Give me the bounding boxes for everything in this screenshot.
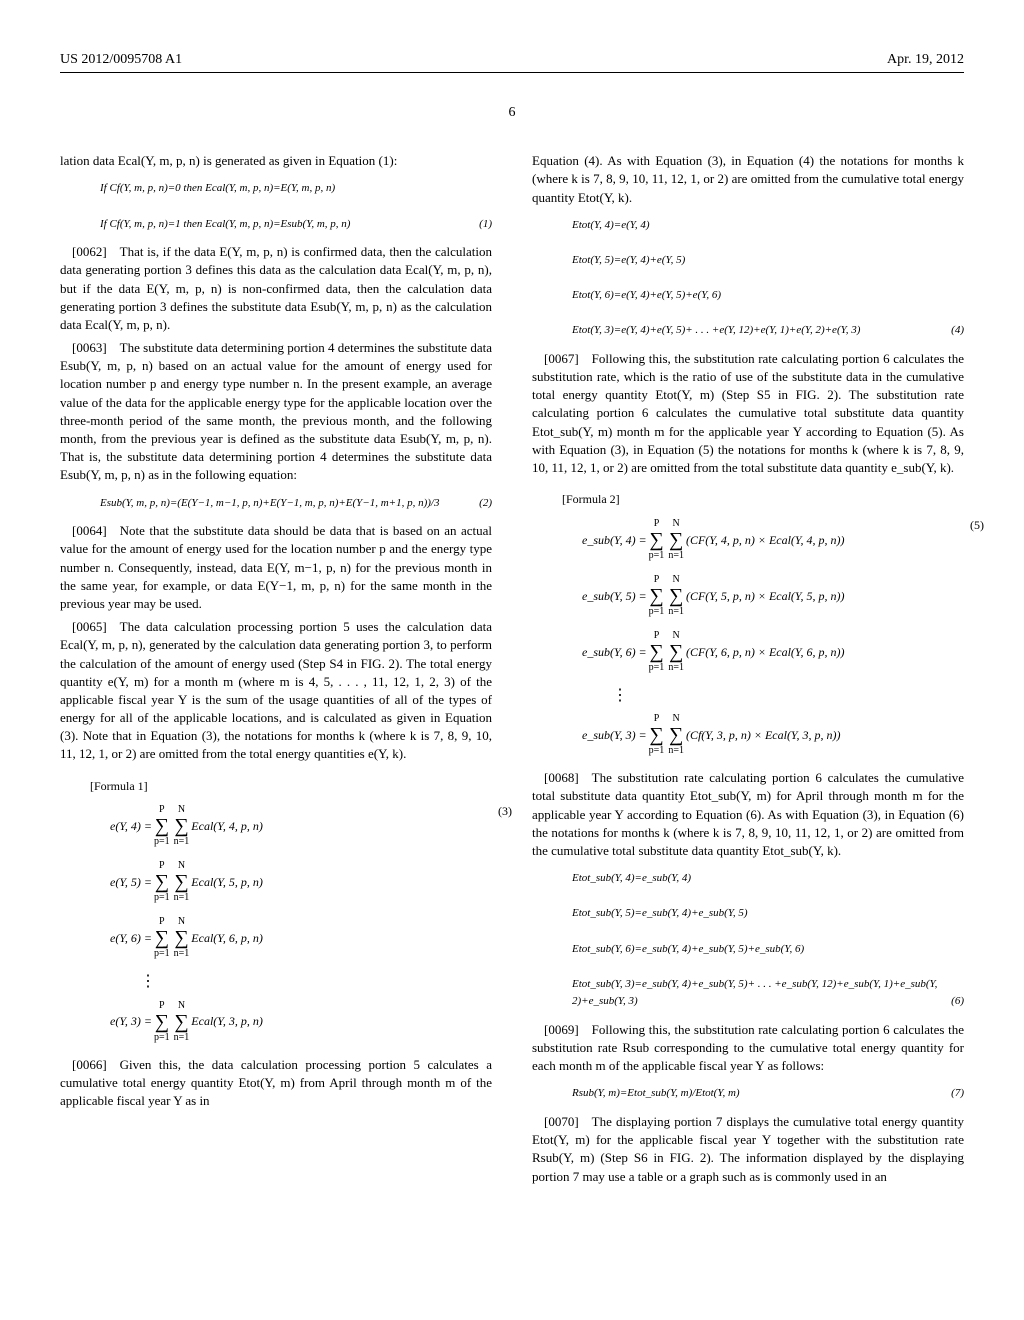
- math-block: e(Y, 4) = P∑p=1 N∑n=1 Ecal(Y, 4, p, n) (…: [110, 804, 492, 1043]
- paragraph: [0066] Given this, the data calculation …: [60, 1056, 492, 1111]
- equation-text: If Cf(Y, m, p, n)=0 then Ecal(Y, m, p, n…: [100, 180, 492, 198]
- page-number: 6: [60, 103, 964, 123]
- math-row: e(Y, 6) = P∑p=1 N∑n=1 Ecal(Y, 6, p, n): [110, 916, 492, 960]
- sigma-icon: N∑n=1: [174, 1000, 190, 1044]
- paragraph: [0068] The substitution rate calculating…: [532, 769, 964, 860]
- equation-text: If Cf(Y, m, p, n)=1 then Ecal(Y, m, p, n…: [100, 216, 492, 234]
- equation-block: Esub(Y, m, p, n)=(E(Y−1, m−1, p, n)+E(Y−…: [100, 495, 492, 513]
- equation-number: (6): [951, 993, 964, 1011]
- math-row: e_sub(Y, 6) = P∑p=1 N∑n=1 (CF(Y, 6, p, n…: [582, 630, 964, 674]
- formula-label: [Formula 2]: [562, 491, 964, 508]
- paragraph: [0070] The displaying portion 7 displays…: [532, 1113, 964, 1186]
- sigma-icon: N∑n=1: [668, 518, 684, 562]
- equation-text: Etot(Y, 3)=e(Y, 4)+e(Y, 5)+ . . . +e(Y, …: [572, 322, 964, 340]
- sigma-icon: P∑p=1: [154, 916, 170, 960]
- equation-text: Rsub(Y, m)=Etot_sub(Y, m)/Etot(Y, m): [572, 1087, 740, 1099]
- sigma-icon: N∑n=1: [668, 713, 684, 757]
- sigma-icon: P∑p=1: [154, 1000, 170, 1044]
- math-row: e(Y, 3) = P∑p=1 N∑n=1 Ecal(Y, 3, p, n): [110, 1000, 492, 1044]
- equation-number: (1): [479, 216, 492, 234]
- equation-text: Etot(Y, 5)=e(Y, 4)+e(Y, 5): [572, 252, 964, 270]
- equation-text: Esub(Y, m, p, n)=(E(Y−1, m−1, p, n)+E(Y−…: [100, 497, 439, 509]
- paragraph: lation data Ecal(Y, m, p, n) is generate…: [60, 152, 492, 170]
- equation-number: (3): [498, 804, 512, 818]
- patent-id: US 2012/0095708 A1: [60, 50, 182, 70]
- vdots-icon: ⋮: [140, 972, 492, 991]
- equation-block: Rsub(Y, m)=Etot_sub(Y, m)/Etot(Y, m) (7): [572, 1085, 964, 1103]
- equation-number: (5): [970, 518, 984, 532]
- equation-text: Etot_sub(Y, 5)=e_sub(Y, 4)+e_sub(Y, 5): [572, 905, 964, 923]
- equation-text: Etot_sub(Y, 6)=e_sub(Y, 4)+e_sub(Y, 5)+e…: [572, 941, 964, 959]
- sigma-icon: N∑n=1: [668, 574, 684, 618]
- equation-block: Etot(Y, 4)=e(Y, 4) Etot(Y, 5)=e(Y, 4)+e(…: [572, 217, 964, 340]
- paragraph: [0062] That is, if the data E(Y, m, p, n…: [60, 243, 492, 334]
- equation-number: (2): [479, 495, 492, 513]
- paragraph: [0069] Following this, the substitution …: [532, 1021, 964, 1076]
- paragraph: Equation (4). As with Equation (3), in E…: [532, 152, 964, 207]
- sigma-icon: N∑n=1: [174, 804, 190, 848]
- page-header: US 2012/0095708 A1 Apr. 19, 2012: [60, 50, 964, 73]
- sigma-icon: N∑n=1: [174, 916, 190, 960]
- right-column: Equation (4). As with Equation (3), in E…: [532, 152, 964, 1191]
- math-row: e(Y, 5) = P∑p=1 N∑n=1 Ecal(Y, 5, p, n): [110, 860, 492, 904]
- content-columns: lation data Ecal(Y, m, p, n) is generate…: [60, 152, 964, 1191]
- paragraph: [0067] Following this, the substitution …: [532, 350, 964, 477]
- sigma-icon: P∑p=1: [154, 804, 170, 848]
- paragraph: [0065] The data calculation processing p…: [60, 618, 492, 764]
- sigma-icon: P∑p=1: [649, 630, 665, 674]
- math-row: e_sub(Y, 3) = P∑p=1 N∑n=1 (Cf(Y, 3, p, n…: [582, 713, 964, 757]
- sigma-icon: P∑p=1: [649, 518, 665, 562]
- equation-text: Etot_sub(Y, 4)=e_sub(Y, 4): [572, 870, 964, 888]
- equation-number: (7): [951, 1085, 964, 1103]
- sigma-icon: N∑n=1: [668, 630, 684, 674]
- patent-date: Apr. 19, 2012: [887, 50, 964, 70]
- left-column: lation data Ecal(Y, m, p, n) is generate…: [60, 152, 492, 1191]
- sigma-icon: P∑p=1: [649, 713, 665, 757]
- sigma-icon: P∑p=1: [154, 860, 170, 904]
- equation-text: Etot(Y, 6)=e(Y, 4)+e(Y, 5)+e(Y, 6): [572, 287, 964, 305]
- math-row: e_sub(Y, 5) = P∑p=1 N∑n=1 (CF(Y, 5, p, n…: [582, 574, 964, 618]
- paragraph: [0063] The substitute data determining p…: [60, 339, 492, 485]
- sigma-icon: N∑n=1: [174, 860, 190, 904]
- vdots-icon: ⋮: [612, 686, 964, 705]
- math-row: e_sub(Y, 4) = P∑p=1 N∑n=1 (CF(Y, 4, p, n…: [582, 518, 964, 562]
- sigma-icon: P∑p=1: [649, 574, 665, 618]
- equation-block: If Cf(Y, m, p, n)=0 then Ecal(Y, m, p, n…: [100, 180, 492, 233]
- equation-text: Etot_sub(Y, 3)=e_sub(Y, 4)+e_sub(Y, 5)+ …: [572, 976, 964, 1011]
- paragraph: [0064] Note that the substitute data sho…: [60, 522, 492, 613]
- equation-block: Etot_sub(Y, 4)=e_sub(Y, 4) Etot_sub(Y, 5…: [572, 870, 964, 1011]
- equation-text: Etot(Y, 4)=e(Y, 4): [572, 217, 964, 235]
- formula-label: [Formula 1]: [90, 778, 492, 795]
- math-block: e_sub(Y, 4) = P∑p=1 N∑n=1 (CF(Y, 4, p, n…: [582, 518, 964, 757]
- math-row: e(Y, 4) = P∑p=1 N∑n=1 Ecal(Y, 4, p, n) (…: [110, 804, 492, 848]
- equation-number: (4): [951, 322, 964, 340]
